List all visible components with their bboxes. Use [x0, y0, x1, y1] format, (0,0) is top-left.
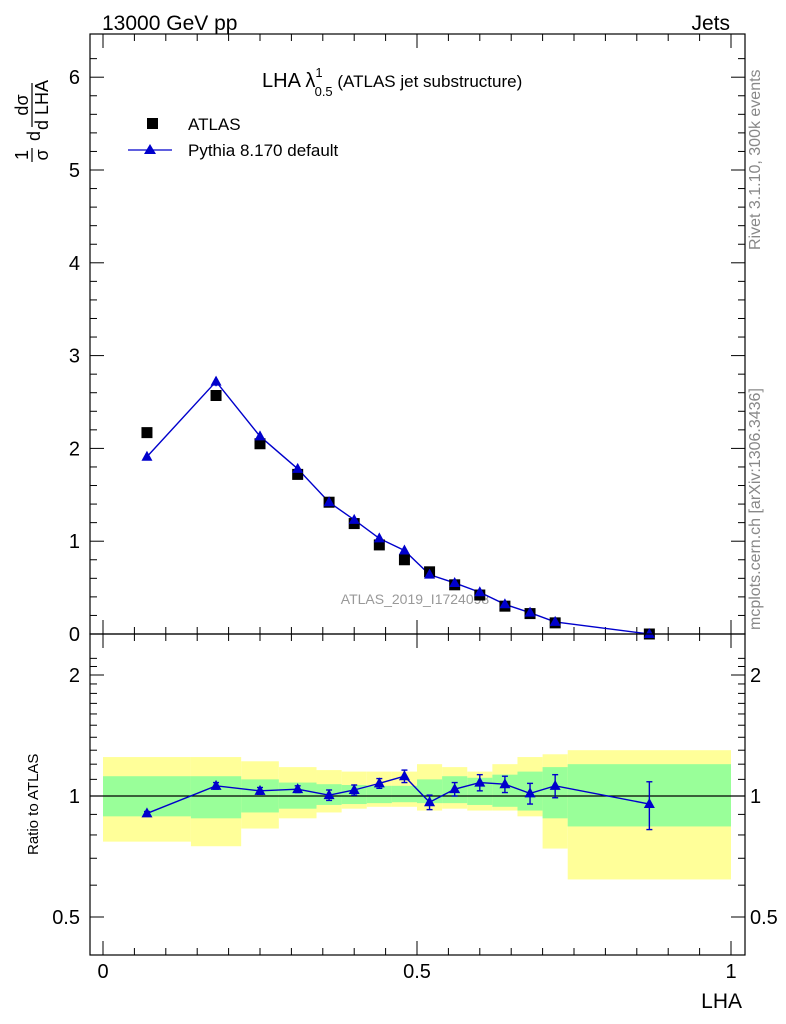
- y-tick-label: 2: [69, 438, 80, 460]
- ratio-point: [373, 777, 385, 788]
- title-sup: 1: [315, 65, 322, 80]
- ratio-y-tick-label: 1: [69, 786, 80, 808]
- title-sub: 0.5: [315, 84, 333, 99]
- pythia-point: [643, 628, 655, 638]
- pythia-point: [424, 568, 436, 579]
- pythia-point: [499, 598, 511, 609]
- pythia-point: [398, 544, 410, 555]
- uncertainty-band-inner: [417, 779, 443, 804]
- ratio-point: [398, 770, 410, 781]
- plot-title: LHA λ1 0.5 (ATLAS jet substructure): [262, 65, 522, 99]
- legend-pythia-marker: [144, 144, 156, 154]
- ylabel-frac2-den: d LHA: [32, 80, 52, 130]
- ratio-y-tick-label: 2: [69, 665, 80, 687]
- title-main: LHA λ: [262, 70, 315, 92]
- pythia-point: [524, 606, 536, 617]
- ratio-point: [424, 796, 436, 807]
- ylabel-prefix: d: [24, 131, 44, 141]
- pythia-point: [141, 450, 153, 461]
- ratio-y-tick-label: 0.5: [52, 907, 80, 929]
- uncertainty-band-inner: [391, 785, 417, 803]
- pythia-point: [373, 532, 385, 543]
- ylabel-frac2-num: dσ: [12, 94, 32, 115]
- ylabel-frac1-num: 1: [12, 150, 32, 160]
- main-marks: [141, 375, 655, 640]
- x-tick-label: 0: [97, 961, 108, 983]
- legend-pythia-label: Pythia 8.170 default: [188, 141, 339, 160]
- y-tick-label: 4: [69, 253, 80, 275]
- ratio-bands: [103, 750, 731, 880]
- ratio-point: [348, 783, 360, 794]
- ratio-point: [254, 784, 266, 795]
- header-left: 13000 GeV pp: [102, 12, 237, 35]
- pythia-point: [254, 430, 266, 441]
- ratio-point: [524, 787, 536, 798]
- title-rest: (ATLAS jet substructure): [333, 72, 523, 91]
- pythia-point: [348, 513, 360, 524]
- ratio-point: [643, 798, 655, 809]
- header-right: Jets: [691, 12, 730, 35]
- pythia-point: [449, 576, 461, 587]
- ratio-point: [499, 778, 511, 789]
- ratio-point: [323, 789, 335, 800]
- ylabel-frac1-den: σ: [32, 149, 52, 160]
- ratio-point: [292, 783, 304, 794]
- ratio-point: [549, 779, 561, 790]
- ratio-y-tick-label-right: 2: [750, 665, 761, 687]
- ratio-point: [210, 779, 222, 790]
- pythia-point: [474, 586, 486, 597]
- y-tick-label: 6: [69, 67, 80, 89]
- side-label-bottom: mcplots.cern.ch [arXiv:1306.3436]: [747, 388, 764, 630]
- ratio-point: [449, 783, 461, 794]
- legend: ATLAS Pythia 8.170 default: [128, 115, 339, 160]
- pythia-point: [210, 375, 222, 386]
- x-axis-label: LHA: [701, 990, 742, 1013]
- side-label-top: Rivet 3.1.10, 300k events: [747, 69, 764, 250]
- legend-atlas-label: ATLAS: [188, 115, 241, 134]
- atlas-point: [141, 427, 153, 439]
- atlas-point: [254, 438, 266, 450]
- atlas-point: [292, 468, 304, 480]
- atlas-point: [398, 554, 410, 566]
- uncertainty-band-inner: [366, 785, 392, 804]
- y-tick-label: 1: [69, 531, 80, 553]
- y-axis-label: 1 σ d dσ d LHA: [12, 80, 52, 162]
- x-tick-label: 1: [725, 961, 736, 983]
- y-tick-label: 3: [69, 346, 80, 368]
- pythia-point: [292, 462, 304, 473]
- y-tick-label: 5: [69, 160, 80, 182]
- x-tick-label: 0.5: [403, 961, 431, 983]
- ratio-y-tick-label-right: 1: [750, 786, 761, 808]
- ratio-axes: 0.5 0.5 1 1 2 2 0 0.5 1: [52, 633, 778, 983]
- ratio-y-tick-label-right: 0.5: [750, 907, 778, 929]
- pythia-point: [549, 615, 561, 626]
- atlas-point: [373, 539, 385, 551]
- atlas-point: [210, 390, 222, 402]
- ratio-axis-label: Ratio to ATLAS: [25, 754, 42, 855]
- pythia-point: [323, 496, 335, 507]
- y-tick-label: 0: [69, 624, 80, 646]
- watermark: ATLAS_2019_I1724098: [341, 591, 490, 607]
- ratio-point: [141, 807, 153, 818]
- ratio-point: [474, 776, 486, 787]
- svg-text:LHA λ10.5 (ATLAS jet substruct: LHA λ1 0.5 (ATLAS jet substructure): [262, 65, 522, 99]
- ratio-marks: [141, 769, 655, 831]
- legend-atlas-marker: [147, 118, 158, 129]
